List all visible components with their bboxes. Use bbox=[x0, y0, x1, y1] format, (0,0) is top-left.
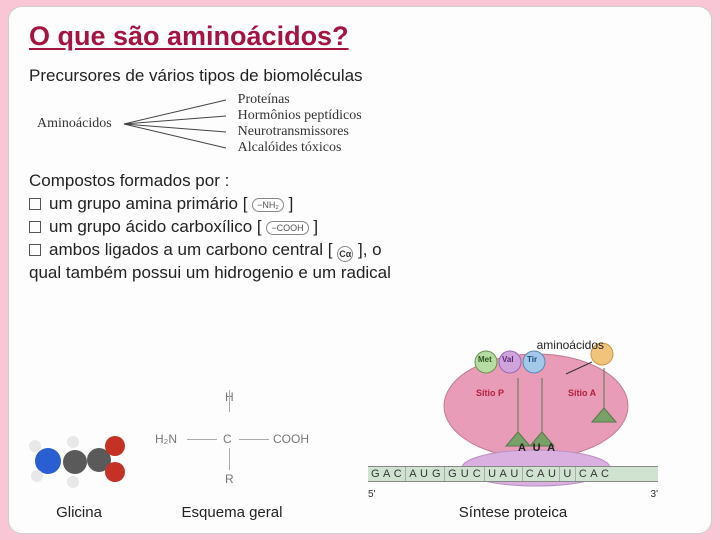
glicina-panel: Glicina bbox=[29, 420, 129, 521]
lower-row: Glicina H H₂N C COOH R Esquema geral ami… bbox=[29, 342, 691, 521]
slide-card: O que são aminoácidos? Precursores de vá… bbox=[8, 6, 712, 534]
target-item: Neurotransmissores bbox=[238, 124, 362, 140]
composition-lead: Compostos formados por : bbox=[29, 170, 691, 193]
schema-panel: H H₂N C COOH R Esquema geral bbox=[147, 390, 317, 521]
ribosome-diagram: aminoácidos Met Val Tir bbox=[368, 342, 658, 502]
precursor-source: Aminoácidos bbox=[37, 116, 112, 132]
nh2-badge: −NH₂ bbox=[252, 198, 284, 212]
fan-lines-icon bbox=[120, 92, 230, 156]
checkbox-icon bbox=[29, 244, 41, 256]
mrna-codons: G A C A U G G U C U A U C A U U C A C bbox=[368, 466, 658, 482]
bullet-2: um grupo ácido carboxílico [ −COOH ] bbox=[29, 216, 691, 239]
sintese-label: Síntese proteica bbox=[459, 504, 567, 521]
esquema-label: Esquema geral bbox=[182, 504, 283, 521]
anticodon-label: A U A bbox=[518, 442, 557, 454]
cooh-badge: −COOH bbox=[266, 221, 308, 235]
three-prime: 3' bbox=[651, 489, 658, 500]
target-item: Alcalóides tóxicos bbox=[238, 140, 362, 156]
composition-block: Compostos formados por : um grupo amina … bbox=[29, 170, 691, 285]
precursor-subtitle: Precursores de vários tipos de biomolécu… bbox=[29, 66, 691, 86]
bullet-3: ambos ligados a um carbono central [ Cα … bbox=[29, 239, 691, 262]
target-item: Hormônios peptídicos bbox=[238, 108, 362, 124]
composition-tail: qual também possui um hidrogenio e um ra… bbox=[29, 262, 691, 285]
ribosome-panel: aminoácidos Met Val Tir bbox=[335, 342, 691, 521]
precursor-targets: Proteínas Hormônios peptídicos Neurotran… bbox=[238, 92, 362, 156]
sitio-p-label: Sítio P bbox=[476, 388, 504, 398]
checkbox-icon bbox=[29, 198, 41, 210]
checkbox-icon bbox=[29, 221, 41, 233]
calpha-badge: Cα bbox=[337, 246, 353, 262]
aminoacidos-label: aminoácidos bbox=[537, 338, 604, 352]
slide-title: O que são aminoácidos? bbox=[29, 21, 691, 52]
sitio-a-label: Sítio A bbox=[568, 388, 596, 398]
bullet-1: um grupo amina primário [ −NH₂ ] bbox=[29, 193, 691, 216]
aa-schema-icon: H H₂N C COOH R bbox=[147, 390, 317, 500]
five-prime: 5' bbox=[368, 489, 375, 500]
glicina-label: Glicina bbox=[56, 504, 102, 521]
target-item: Proteínas bbox=[238, 92, 362, 108]
glycine-molecule-icon bbox=[29, 420, 129, 500]
precursor-diagram: Aminoácidos Proteínas Hormônios peptídic… bbox=[37, 92, 691, 156]
